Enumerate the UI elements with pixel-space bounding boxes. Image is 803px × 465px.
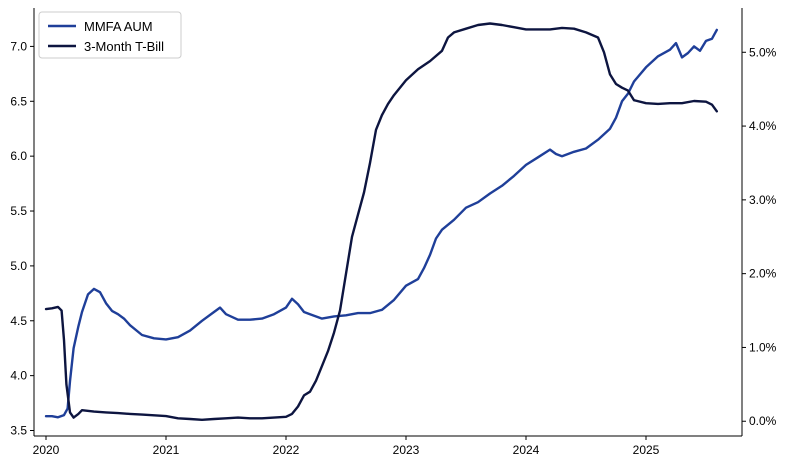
left-tick-label: 7.0 <box>10 39 27 53</box>
right-tick-label: 4.0% <box>749 119 777 133</box>
x-tick-label: 2020 <box>33 443 60 457</box>
right-tick-label: 3.0% <box>749 193 777 207</box>
x-tick-label: 2021 <box>153 443 180 457</box>
series-line-3-month-t-bill <box>44 22 718 421</box>
ticks: 2020 2021 2022 2023 2024 2025 3.5 4.0 4.5 5.0 5.5 6… <box>10 39 776 457</box>
right-tick-label: 2.0% <box>749 267 777 281</box>
legend: MMFA AUM 3-Month T-Bill <box>38 11 182 59</box>
left-tick-label: 4.0 <box>10 369 27 383</box>
left-tick-label: 4.5 <box>10 314 27 328</box>
right-tick-label: 5.0% <box>749 45 777 59</box>
x-tick-label: 2022 <box>273 443 300 457</box>
legend-label-mmfa-aum: MMFA AUM <box>84 19 153 34</box>
series-line-mmfa-aum <box>44 28 718 419</box>
right-tick-label: 1.0% <box>749 340 777 354</box>
series-lines <box>44 22 718 421</box>
axes <box>33 8 743 437</box>
left-tick-label: 5.0 <box>10 259 27 273</box>
left-tick-label: 5.5 <box>10 204 27 218</box>
left-tick-label: 6.5 <box>10 94 27 108</box>
left-tick-label: 3.5 <box>10 424 27 438</box>
right-tick-label: 0.0% <box>749 414 777 428</box>
x-tick-label: 2024 <box>513 443 540 457</box>
legend-label-3-month-t-bill: 3-Month T-Bill <box>84 39 164 54</box>
x-tick-label: 2025 <box>633 443 660 457</box>
left-tick-label: 6.0 <box>10 149 27 163</box>
x-tick-label: 2023 <box>393 443 420 457</box>
